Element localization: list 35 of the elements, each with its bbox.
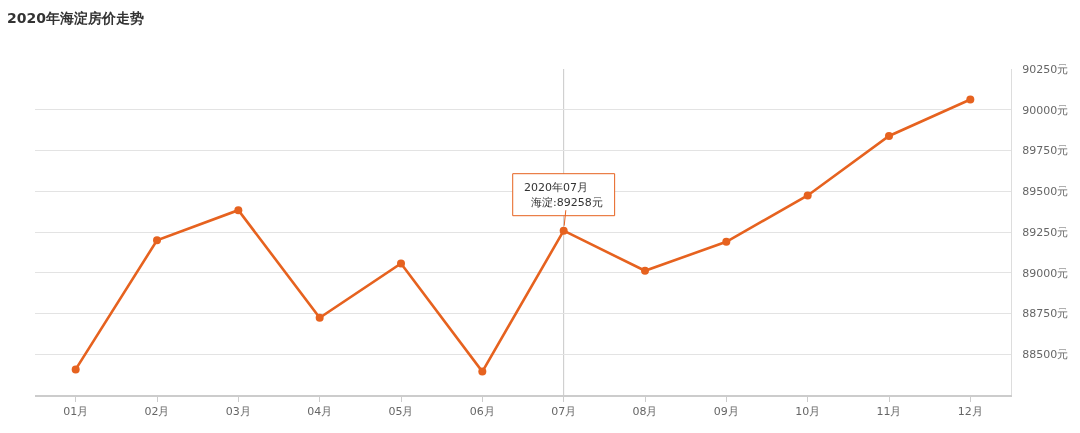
y-tick-label: 90000元 xyxy=(1022,103,1069,117)
y-tick-label: 89750元 xyxy=(1022,144,1069,158)
x-tick-label: 02月 xyxy=(144,404,170,418)
point xyxy=(559,226,568,235)
x-tick-label: 05月 xyxy=(388,404,414,418)
x-tick-label: 12月 xyxy=(957,404,983,418)
chart-title: 2020年海淀房价走势 xyxy=(7,9,144,26)
point xyxy=(315,313,324,322)
x-tick-label: 06月 xyxy=(469,404,495,418)
point xyxy=(966,95,975,104)
y-tick-label: 89250元 xyxy=(1022,225,1069,239)
x-tick-label: 04月 xyxy=(307,404,333,418)
point xyxy=(397,259,405,268)
x-tick-label: 01月 xyxy=(63,404,89,418)
y-tick-label: 88500元 xyxy=(1022,348,1069,362)
x-tick-label: 10月 xyxy=(795,404,821,418)
annotation: 海淀:89258元 xyxy=(531,196,603,209)
x-tick-label: 09月 xyxy=(713,404,739,418)
point xyxy=(71,365,80,374)
point xyxy=(885,131,893,140)
x-tick-label: 03月 xyxy=(225,404,251,418)
x-tick-label: 07月 xyxy=(551,404,577,418)
point xyxy=(234,206,243,215)
x-tick-label: 08月 xyxy=(632,404,658,418)
y-tick-label: 88750元 xyxy=(1022,307,1069,321)
point xyxy=(803,191,812,200)
y-tick-label: 89500元 xyxy=(1022,185,1069,199)
point xyxy=(641,266,649,275)
point xyxy=(478,367,487,376)
y-tick-label: 90250元 xyxy=(1022,62,1069,76)
point xyxy=(722,237,731,246)
y-tick-label: 89000元 xyxy=(1022,266,1069,280)
point xyxy=(153,236,161,245)
annotation: 2020年07月 xyxy=(524,181,588,194)
x-tick-label: 11月 xyxy=(876,404,902,418)
